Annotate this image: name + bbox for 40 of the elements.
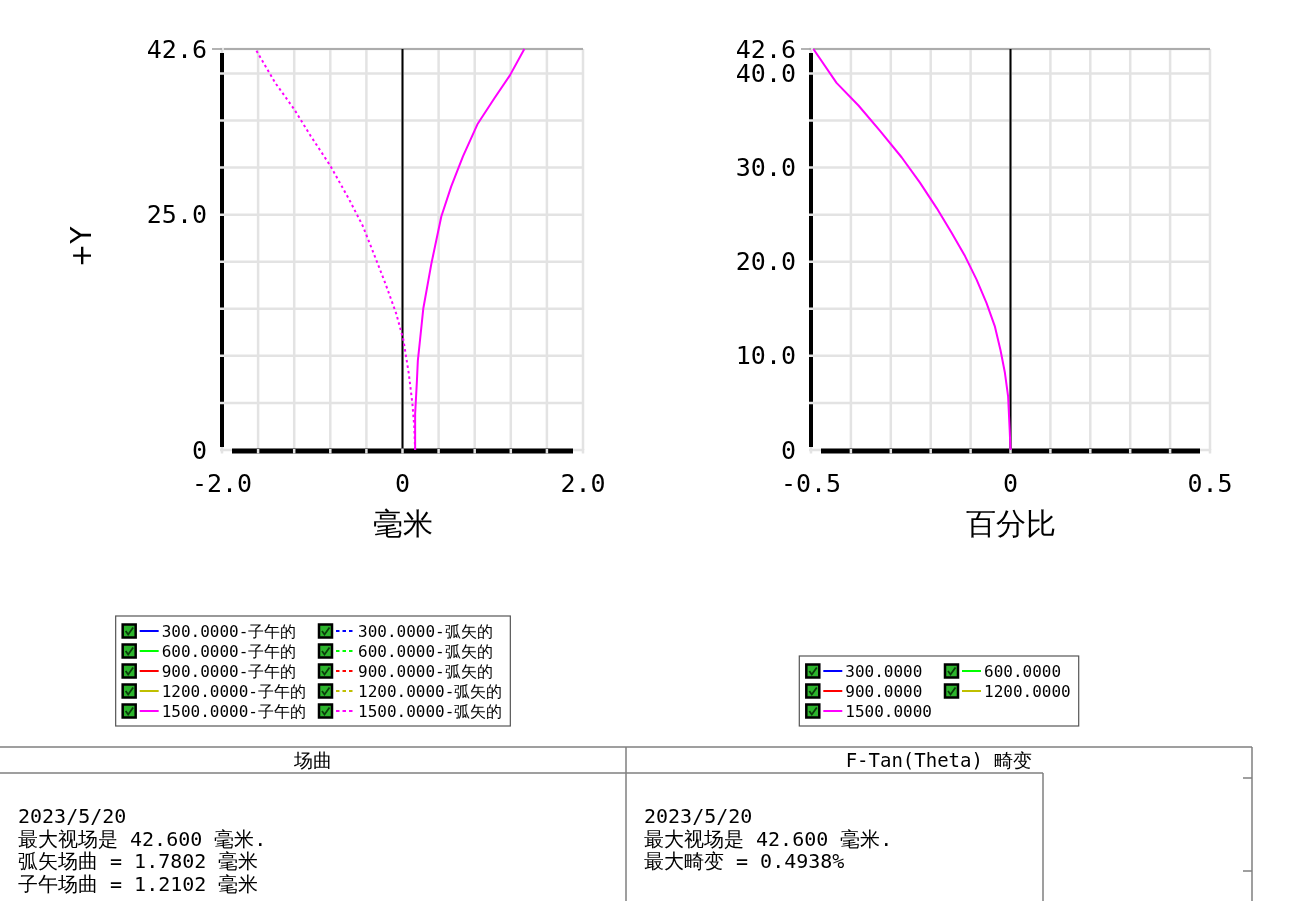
legend-label: 300.0000 — [845, 661, 923, 681]
tick-x: -0.5 — [780, 468, 842, 498]
tick-y: 30.0 — [735, 153, 796, 183]
tick-y: 42.6 — [146, 34, 207, 64]
tick-y: 25.0 — [146, 200, 207, 230]
legend-label: 300.0000-子午的 — [161, 621, 297, 641]
legend-label: 900.0000-子午的 — [161, 661, 297, 681]
annotation: 2023/5/20 — [644, 804, 753, 828]
tick-x: 0 — [394, 468, 411, 498]
xlabel: 百分比 — [965, 505, 1056, 541]
tick-x: 2.0 — [560, 468, 606, 498]
tick-x: 0.5 — [1187, 468, 1233, 498]
xlabel: 毫米 — [372, 505, 433, 541]
annotation: 最大畸变 = 0.4938% — [644, 849, 845, 874]
annotation: 最大视场是 42.600 毫米. — [18, 826, 267, 851]
tick-y: 0 — [780, 435, 796, 465]
legend-label: 900.0000-弧矢的 — [358, 661, 493, 681]
title: F-Tan(Theta) 畸变 — [845, 749, 1033, 771]
tick-y: 10.0 — [735, 341, 796, 371]
legend-label: 1500.0000-子午的 — [161, 701, 306, 721]
legend-label: 600.0000-子午的 — [161, 641, 297, 661]
annotation: 最大视场是 42.600 毫米. — [644, 826, 893, 851]
tick-x: 0 — [1002, 468, 1019, 498]
legend-label: 900.0000 — [845, 681, 923, 701]
tick-x: -2.0 — [191, 468, 253, 498]
annotation: 2023/5/20 — [18, 804, 127, 828]
annotation: 子午场曲 = 1.2102 毫米 — [18, 872, 259, 897]
legend-label: 300.0000-弧矢的 — [358, 621, 493, 641]
legend-label: 1200.0000-子午的 — [161, 681, 306, 701]
legend-label: 1200.0000-弧矢的 — [358, 681, 503, 701]
legend-label: 1500.0000-弧矢的 — [358, 701, 503, 721]
legend-label: 600.0000 — [984, 661, 1062, 681]
tick-y: 20.0 — [735, 247, 796, 277]
tick-y: 0 — [191, 435, 207, 465]
legend-label: 1500.0000 — [845, 701, 932, 721]
ylabel: +Y — [64, 226, 98, 268]
legend-label: 1200.0000 — [984, 681, 1071, 701]
title: 场曲 — [294, 749, 332, 771]
annotation: 弧矢场曲 = 1.7802 毫米 — [18, 849, 259, 874]
legend-label: 600.0000-弧矢的 — [358, 641, 493, 661]
